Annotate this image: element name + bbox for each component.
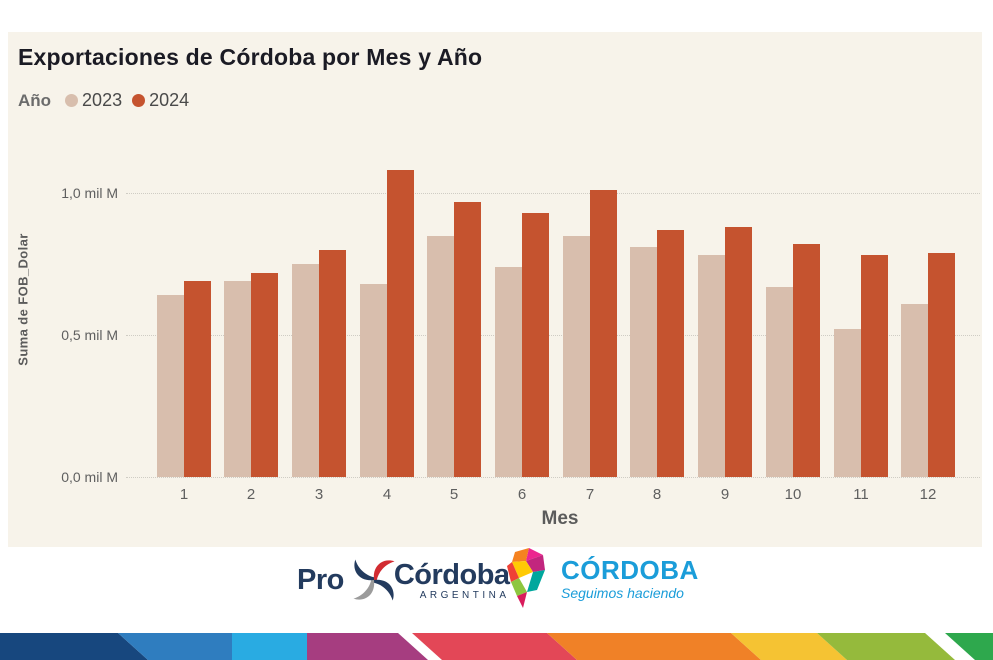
y-tick-label: 1,0 mil M [61, 185, 118, 201]
bar-2023-month-2[interactable] [224, 281, 251, 477]
stripe-segment-8 [817, 633, 955, 660]
y-tick-label: 0,0 mil M [61, 469, 118, 485]
x-tick-label-9: 9 [720, 486, 730, 503]
stripe-segment-5 [412, 633, 577, 660]
legend-title: Año [18, 90, 52, 110]
y-tick-label: 0,5 mil M [61, 327, 118, 343]
cordoba-government-logo: CÓRDOBA Seguimos haciendo [505, 548, 699, 610]
cordoba-province-map-icon [507, 548, 545, 608]
x-tick-label-12: 12 [919, 486, 937, 503]
x-tick-label-11: 11 [853, 486, 869, 503]
bar-2023-month-3[interactable] [292, 264, 319, 477]
legend-swatch-2024-icon [132, 94, 146, 107]
brand-color-stripe [0, 633, 993, 660]
stripe-segment-1 [0, 633, 148, 660]
x-tick-label-8: 8 [652, 486, 662, 503]
x-tick-label-3: 3 [314, 486, 324, 503]
procordoba-wordmark: Córdoba ARGENTINA [394, 559, 510, 601]
bar-2023-month-10[interactable] [766, 287, 793, 477]
procordoba-argentina-text: ARGENTINA [419, 590, 510, 601]
procordoba-cordoba-text: Córdoba [393, 559, 510, 591]
x-axis-title: Mes [541, 508, 579, 529]
procordoba-logo: Pro Córdoba ARGENTINA [297, 552, 510, 608]
bar-2024-month-10[interactable] [793, 244, 820, 477]
legend-label-2023: 2023 [82, 90, 123, 110]
bar-2023-month-4[interactable] [360, 284, 387, 477]
stripe-segment-9 [945, 633, 993, 660]
x-tick-label-6: 6 [517, 486, 527, 503]
gridline-1,0 mil M [126, 193, 980, 194]
stripe-segment-3 [232, 633, 307, 660]
chart-title: Exportaciones de Córdoba por Mes y Año [18, 44, 483, 70]
x-tick-label-1: 1 [179, 486, 189, 503]
cordoba-government-tagline: Seguimos haciendo [561, 585, 684, 601]
bar-2024-month-6[interactable] [522, 213, 549, 477]
stripe-segment-6 [547, 633, 761, 660]
bar-2024-month-4[interactable] [387, 170, 414, 477]
legend-swatch-2023-icon [65, 94, 79, 107]
pinwheel-icon [353, 559, 395, 601]
bar-2024-month-5[interactable] [454, 202, 481, 477]
procordoba-pro-text: Pro [297, 563, 344, 596]
stripe-segment-4 [307, 633, 428, 660]
legend-item-2023[interactable]: 2023 [65, 90, 122, 111]
x-tick-label-4: 4 [382, 486, 392, 503]
legend: Año 2023 2024 [18, 90, 189, 111]
bar-2024-month-3[interactable] [319, 250, 346, 477]
bar-2023-month-12[interactable] [901, 304, 928, 477]
bar-2024-month-7[interactable] [590, 190, 617, 477]
x-tick-label-2: 2 [246, 486, 256, 503]
bar-2023-month-9[interactable] [698, 255, 725, 477]
bar-2023-month-8[interactable] [630, 247, 657, 477]
legend-item-2024[interactable]: 2024 [132, 90, 189, 111]
bar-2024-month-9[interactable] [725, 227, 752, 477]
bar-2023-month-1[interactable] [157, 295, 184, 477]
footer: Pro Córdoba ARGENTINA [0, 548, 993, 633]
bar-2023-month-11[interactable] [834, 329, 861, 477]
gridline-0,0 mil M [126, 477, 980, 478]
bar-2024-month-12[interactable] [928, 253, 955, 477]
bar-2024-month-8[interactable] [657, 230, 684, 477]
x-tick-label-5: 5 [449, 486, 459, 503]
gridline-0,5 mil M [126, 335, 980, 336]
bar-2024-month-2[interactable] [251, 273, 278, 477]
bar-2024-month-11[interactable] [861, 255, 888, 477]
cordoba-government-name: CÓRDOBA [561, 555, 699, 585]
cordoba-government-wordmark: CÓRDOBA Seguimos haciendo [561, 557, 699, 601]
bar-2024-month-1[interactable] [184, 281, 211, 477]
legend-label-2024: 2024 [149, 90, 190, 110]
x-tick-label-7: 7 [585, 486, 595, 503]
stripe-segment-7 [731, 633, 847, 660]
stripe-segment-2 [118, 633, 232, 660]
bar-2023-month-7[interactable] [563, 236, 590, 477]
x-tick-label-10: 10 [784, 486, 802, 503]
y-axis-title: Suma de FOB_Dolar [15, 233, 31, 366]
bar-2023-month-6[interactable] [495, 267, 522, 477]
bar-2023-month-5[interactable] [427, 236, 454, 477]
